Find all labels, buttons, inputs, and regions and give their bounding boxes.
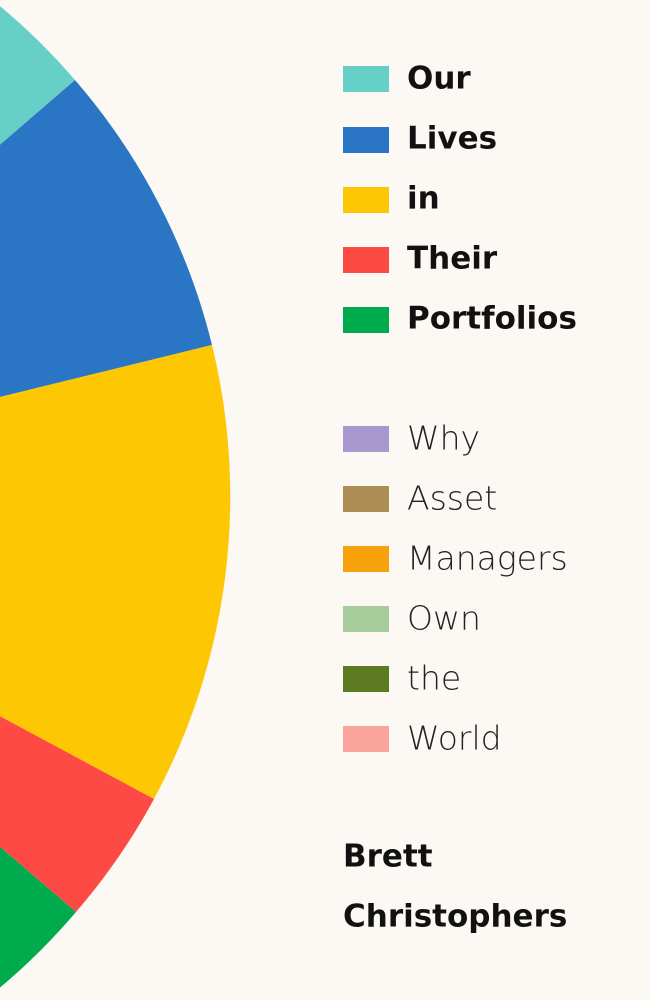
title-word: Lives bbox=[407, 121, 497, 157]
swatch bbox=[343, 606, 389, 632]
author-name: Christophers bbox=[343, 899, 567, 935]
swatch bbox=[343, 546, 389, 572]
swatch bbox=[343, 187, 389, 213]
pie-graphic bbox=[0, 6, 231, 988]
swatch bbox=[343, 66, 389, 92]
title-word: in bbox=[407, 181, 440, 217]
slice bbox=[0, 80, 212, 397]
subtitle-word: Own bbox=[407, 599, 481, 638]
author-name: Brett bbox=[343, 839, 433, 875]
title-word: Our bbox=[407, 61, 471, 97]
author-block: Brett Christophers bbox=[343, 839, 567, 935]
slice bbox=[0, 345, 231, 799]
swatch bbox=[343, 426, 389, 452]
slice bbox=[0, 6, 75, 145]
slice bbox=[0, 716, 154, 912]
swatch bbox=[343, 247, 389, 273]
subtitle-word: the bbox=[407, 659, 461, 698]
swatch bbox=[343, 307, 389, 333]
subtitle-word: Why bbox=[407, 419, 480, 458]
slice bbox=[0, 846, 76, 988]
swatch bbox=[343, 726, 389, 752]
swatch bbox=[343, 666, 389, 692]
swatch bbox=[343, 486, 389, 512]
title-block: Our Lives in Their Portfolios bbox=[343, 61, 577, 337]
swatch bbox=[343, 127, 389, 153]
subtitle-word: Managers bbox=[407, 539, 568, 578]
subtitle-word: World bbox=[407, 719, 502, 758]
title-word: Their bbox=[407, 241, 498, 277]
title-word: Portfolios bbox=[407, 301, 577, 337]
subtitle-block: Why Asset Managers Own the World bbox=[343, 419, 568, 758]
subtitle-word: Asset bbox=[407, 479, 497, 518]
